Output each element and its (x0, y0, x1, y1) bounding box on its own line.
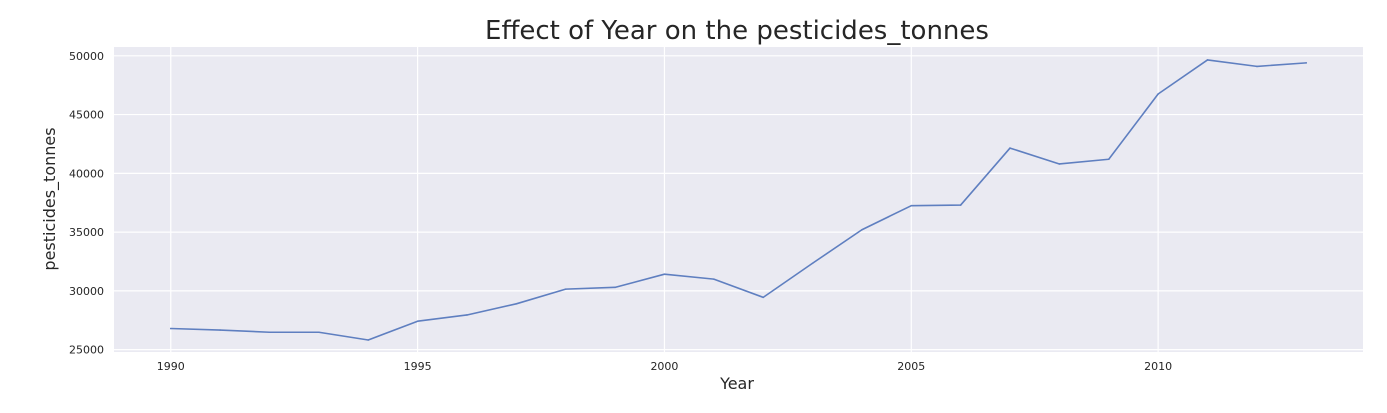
data-point (268, 331, 271, 334)
chart-title: Effect of Year on the pesticides_tonnes (485, 16, 989, 46)
data-point (515, 303, 518, 305)
data-point (762, 296, 764, 299)
x-tick-label: 2000 (650, 360, 678, 373)
data-point (1256, 65, 1258, 68)
y-tick-label: 40000 (69, 167, 104, 180)
y-gridlines (114, 55, 1363, 351)
y-tick-label: 45000 (69, 109, 104, 122)
data-point (466, 314, 468, 316)
data-point (861, 228, 863, 231)
y-tick-label: 30000 (69, 285, 104, 298)
y-tick-label: 35000 (69, 226, 104, 239)
y-tick-label: 25000 (69, 344, 104, 357)
data-point (1157, 93, 1159, 95)
x-tick-label: 1995 (404, 360, 432, 373)
x-tick-labels: 1990 1995 2000 2005 2010 (157, 360, 1172, 373)
data-point (1206, 59, 1209, 61)
y-tick-label: 50000 (69, 50, 104, 63)
series-layer (169, 59, 1308, 341)
x-tick-label: 2005 (897, 360, 925, 373)
data-point (318, 331, 320, 334)
data-point (959, 204, 962, 206)
data-point (811, 262, 814, 265)
data-point (663, 273, 666, 275)
series-line (169, 59, 1308, 341)
x-gridlines (170, 47, 1159, 352)
data-point (219, 329, 221, 331)
data-point (564, 288, 567, 290)
data-point (169, 327, 172, 330)
y-axis-label: pesticides_tonnes (40, 127, 60, 270)
y-tick-labels: 25000 30000 35000 40000 45000 50000 (69, 50, 104, 357)
data-point (713, 278, 715, 280)
x-axis-label: Year (719, 374, 754, 393)
data-point (1107, 158, 1110, 161)
data-point (367, 339, 370, 341)
data-point (416, 320, 419, 323)
x-tick-label: 2010 (1144, 360, 1172, 373)
data-point (1009, 147, 1011, 149)
data-point (910, 204, 913, 207)
data-point (614, 286, 616, 289)
data-point (1305, 62, 1308, 64)
plot-area (114, 47, 1363, 352)
data-point (1058, 163, 1061, 165)
x-tick-label: 1990 (157, 360, 185, 373)
